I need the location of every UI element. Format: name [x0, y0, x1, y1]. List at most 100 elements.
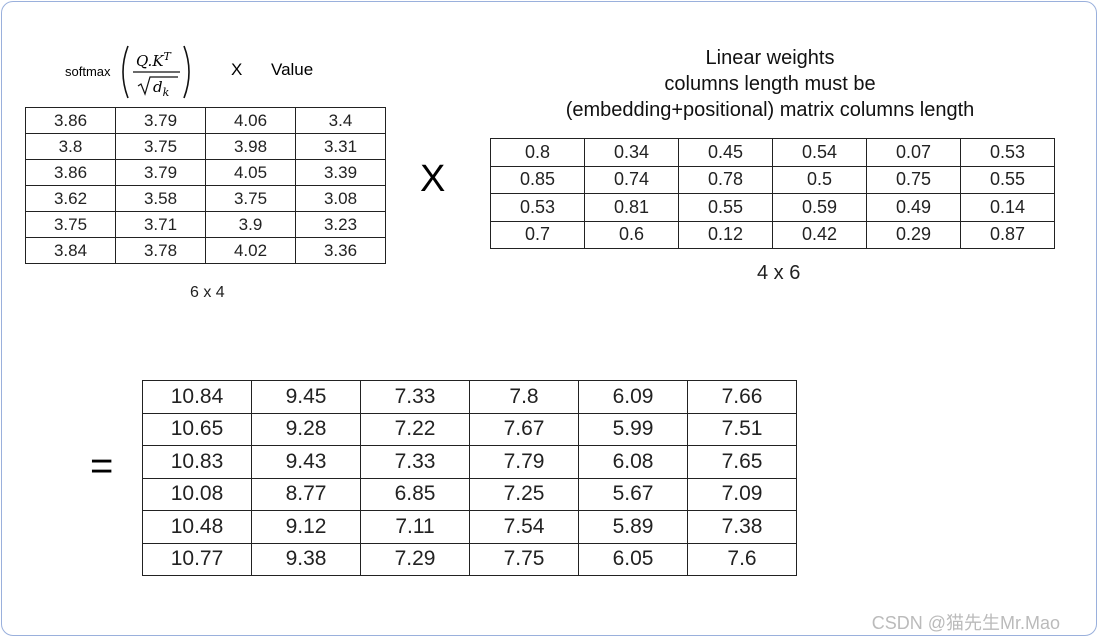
- cell: 9.28: [251, 412, 361, 446]
- cell: 7.38: [687, 510, 797, 544]
- cell: 3.08: [295, 185, 386, 212]
- cell: 0.81: [584, 193, 679, 222]
- cell: 10.08: [142, 477, 252, 511]
- cell: 3.58: [115, 185, 206, 212]
- cell: 9.43: [251, 445, 361, 479]
- cell: 4.02: [205, 237, 296, 264]
- cell: 3.71: [115, 211, 206, 238]
- cell: 0.8: [490, 138, 585, 167]
- cell: 0.5: [772, 165, 867, 194]
- row: 0.8 0.34 0.45 0.54 0.07 0.53: [490, 138, 1055, 167]
- formula-function: softmax: [65, 64, 111, 79]
- row: 0.85 0.74 0.78 0.5 0.75 0.55: [490, 165, 1055, 194]
- cell: 0.7: [490, 220, 585, 249]
- row: 10.84 9.45 7.33 7.8 6.09 7.66: [142, 380, 797, 414]
- cell: 5.89: [578, 510, 688, 544]
- row: 10.83 9.43 7.33 7.79 6.08 7.65: [142, 445, 797, 479]
- row: 10.08 8.77 6.85 7.25 5.67 7.09: [142, 477, 797, 511]
- cell: 7.51: [687, 412, 797, 446]
- cell: 0.07: [866, 138, 961, 167]
- row: 10.77 9.38 7.29 7.75 6.05 7.6: [142, 542, 797, 576]
- cell: 0.54: [772, 138, 867, 167]
- cell: 0.74: [584, 165, 679, 194]
- cell: 3.23: [295, 211, 386, 238]
- formula-sub: k: [162, 86, 170, 99]
- cell: 0.14: [960, 193, 1055, 222]
- cell: 0.78: [678, 165, 773, 194]
- cell: 7.29: [360, 542, 470, 576]
- cell: 7.8: [469, 380, 579, 414]
- cell: 10.65: [142, 412, 252, 446]
- formula-sup: T: [163, 50, 171, 63]
- row: 3.86 3.79 4.05 3.39: [25, 159, 386, 186]
- cell: 7.33: [360, 380, 470, 414]
- cell: 7.25: [469, 477, 579, 511]
- cell: 10.84: [142, 380, 252, 414]
- multiply-sign: X: [420, 158, 446, 200]
- cell: 0.87: [960, 220, 1055, 249]
- cell: 7.54: [469, 510, 579, 544]
- cell: 0.49: [866, 193, 961, 222]
- formula-numerator: Q.K: [136, 52, 164, 70]
- cell: 6.85: [360, 477, 470, 511]
- left-operator: X: [231, 60, 243, 79]
- cell: 0.53: [490, 193, 585, 222]
- cell: 3.8: [25, 133, 116, 160]
- cell: 0.42: [772, 220, 867, 249]
- left-caption: 6 x 4: [190, 284, 225, 301]
- cell: 7.22: [360, 412, 470, 446]
- right-caption: 4 x 6: [757, 262, 801, 284]
- cell: 0.12: [678, 220, 773, 249]
- row: 0.7 0.6 0.12 0.42 0.29 0.87: [490, 220, 1055, 249]
- cell: 3.75: [115, 133, 206, 160]
- row: 10.48 9.12 7.11 7.54 5.89 7.38: [142, 510, 797, 544]
- cell: 9.38: [251, 542, 361, 576]
- cell: 3.98: [205, 133, 296, 160]
- cell: 9.45: [251, 380, 361, 414]
- cell: 4.05: [205, 159, 296, 186]
- cell: 3.86: [25, 107, 116, 134]
- cell: 0.85: [490, 165, 585, 194]
- row: 10.65 9.28 7.22 7.67 5.99 7.51: [142, 412, 797, 446]
- cell: 6.05: [578, 542, 688, 576]
- formula-denominator: d: [153, 78, 163, 96]
- cell: 3.62: [25, 185, 116, 212]
- cell: 0.55: [678, 193, 773, 222]
- watermark: CSDN @猫先生Mr.Mao: [871, 613, 1060, 633]
- cell: 0.75: [866, 165, 961, 194]
- row: 3.62 3.58 3.75 3.08: [25, 185, 386, 212]
- cell: 3.86: [25, 159, 116, 186]
- right-title: Linear weights columns length must be (emb…: [520, 45, 1020, 123]
- row: 3.86 3.79 4.06 3.4: [25, 107, 386, 134]
- cell: 10.48: [142, 510, 252, 544]
- row: 0.53 0.81 0.55 0.59 0.49 0.14: [490, 193, 1055, 222]
- cell: 3.9: [205, 211, 296, 238]
- row: 3.75 3.71 3.9 3.23: [25, 211, 386, 238]
- cell: 7.09: [687, 477, 797, 511]
- cell: 3.4: [295, 107, 386, 134]
- cell: 3.36: [295, 237, 386, 264]
- equals-sign: =: [90, 444, 114, 488]
- result-table: 10.84 9.45 7.33 7.8 6.09 7.66 10.65 9.28 7.22 7.6…: [142, 380, 797, 576]
- cell: 0.45: [678, 138, 773, 167]
- cell: 3.84: [25, 237, 116, 264]
- title-line: columns length must be: [664, 73, 876, 95]
- cell: 0.34: [584, 138, 679, 167]
- cell: 3.75: [205, 185, 296, 212]
- cell: 6.09: [578, 380, 688, 414]
- right-table: 0.8 0.34 0.45 0.54 0.07 0.53 0.85 0.74 0.78 0.5 0.…: [490, 138, 1055, 249]
- cell: 3.79: [115, 107, 206, 134]
- cell: 3.39: [295, 159, 386, 186]
- row: 3.8 3.75 3.98 3.31: [25, 133, 386, 160]
- cell: 3.79: [115, 159, 206, 186]
- cell: 0.53: [960, 138, 1055, 167]
- cell: 0.55: [960, 165, 1055, 194]
- cell: 3.78: [115, 237, 206, 264]
- row: 3.84 3.78 4.02 3.36: [25, 237, 386, 264]
- left-table: 3.86 3.79 4.06 3.4 3.8 3.75 3.98 3.31 3.86 3.79 4.…: [25, 107, 386, 264]
- cell: 0.59: [772, 193, 867, 222]
- cell: 6.08: [578, 445, 688, 479]
- cell: 8.77: [251, 477, 361, 511]
